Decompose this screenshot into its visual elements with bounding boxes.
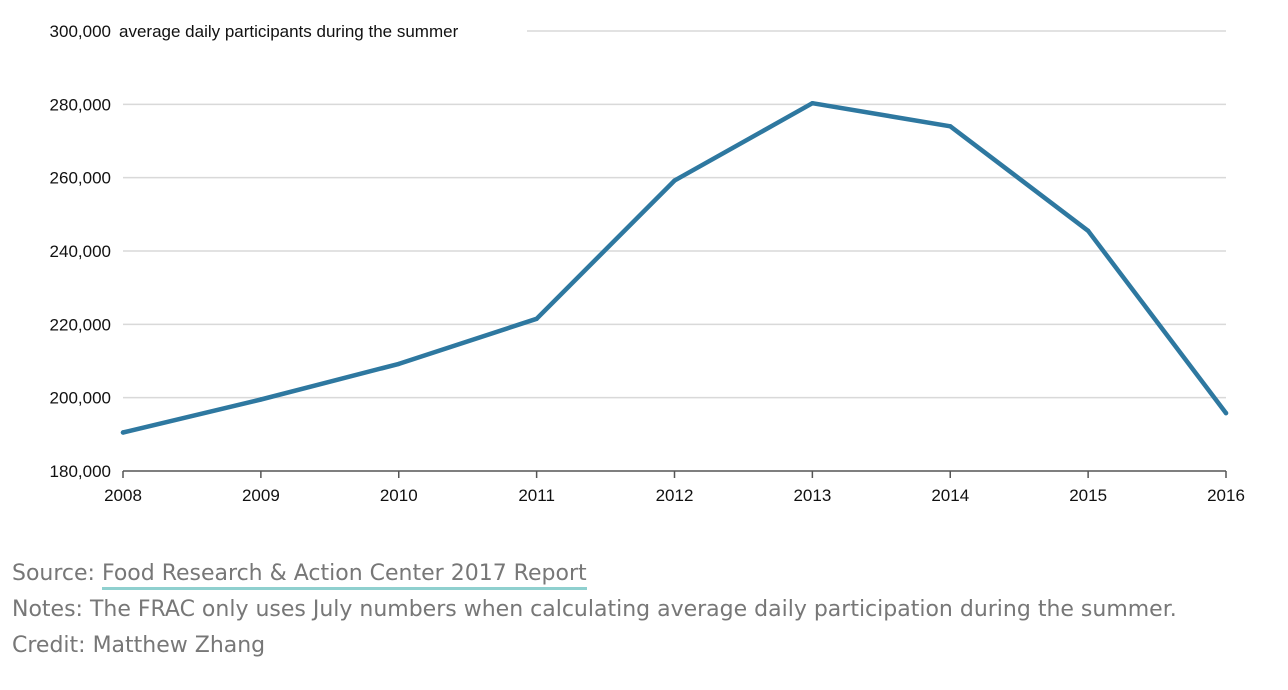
data-point — [534, 316, 539, 322]
source-label: Source: — [12, 561, 102, 586]
series-line — [120, 100, 1229, 435]
x-tick-label: 2014 — [931, 486, 969, 505]
credit-line: Credit: Matthew Zhang — [12, 633, 266, 658]
data-point — [1085, 228, 1091, 234]
x-tick-labels: 2008 2009 2010 2011 2012 2013 2014 2015 2016 — [104, 486, 1245, 505]
x-tick-label: 2008 — [104, 486, 142, 505]
x-tick-label: 2009 — [242, 486, 280, 505]
source-line: Source: Food Research & Action Center 20… — [12, 556, 1177, 592]
x-tick-label: 2010 — [380, 486, 418, 505]
notes-line: Notes: The FRAC only uses July numbers w… — [12, 597, 1177, 622]
x-tick-label: 2013 — [793, 486, 831, 505]
x-axis — [122, 470, 1227, 478]
y-tick-label: 220,000 — [50, 315, 111, 334]
y-tick-label: 180,000 — [50, 462, 111, 481]
data-point — [1223, 410, 1229, 416]
x-tick-label: 2016 — [1207, 486, 1245, 505]
y-tick-labels: 180,000 200,000 220,000 240,000 260,000 280,0… — [50, 22, 459, 481]
y-tick-label: 200,000 — [50, 389, 111, 408]
line-chart: 180,000 200,000 220,000 240,000 260,000 280,0… — [50, 22, 1245, 505]
y-tick-label: 300,000 — [50, 22, 111, 41]
data-point — [948, 124, 953, 129]
y-tick-label: 280,000 — [50, 95, 111, 114]
data-point — [396, 361, 401, 367]
y-axis-label: average daily participants during the su… — [119, 22, 459, 41]
x-tick-label: 2011 — [518, 486, 555, 505]
y-tick-label: 240,000 — [50, 242, 111, 261]
x-tick-label: 2012 — [656, 486, 694, 505]
data-point — [258, 397, 264, 402]
data-point — [120, 430, 126, 435]
gridlines — [123, 30, 1226, 399]
y-tick-label: 260,000 — [50, 169, 111, 188]
data-point — [672, 178, 677, 183]
series — [120, 100, 1229, 435]
source-link[interactable]: Food Research & Action Center 2017 Repor… — [101, 561, 587, 590]
chart-footer: Source: Food Research & Action Center 20… — [12, 556, 1177, 664]
x-tick-label: 2015 — [1069, 486, 1107, 505]
data-point — [810, 101, 815, 106]
